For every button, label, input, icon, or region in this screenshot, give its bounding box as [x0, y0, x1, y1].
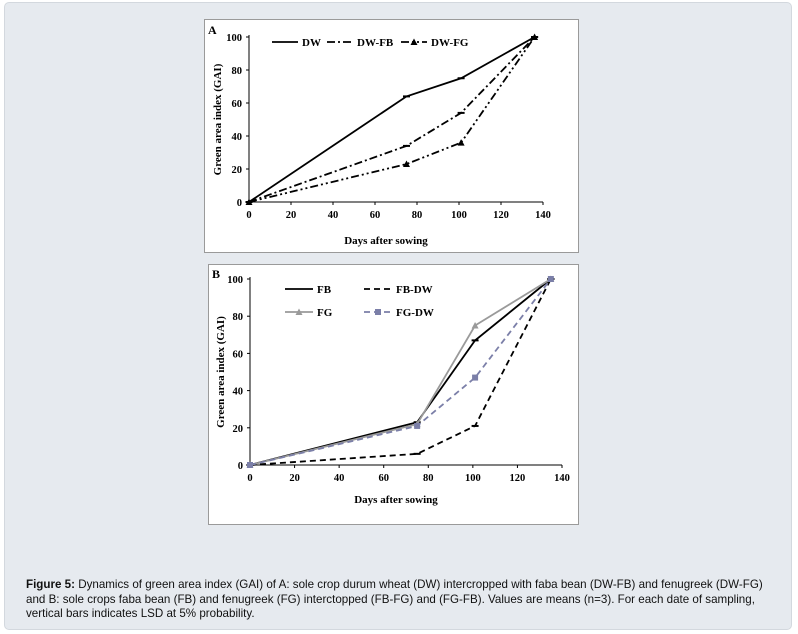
chart-a-series-line	[248, 36, 536, 203]
chart-b-x-axis-label: Days after sowing	[354, 494, 438, 506]
chart-a-x-tick-label: 100	[451, 210, 467, 221]
chart-a-x-axis-label: Days after sowing	[344, 235, 428, 247]
chart-b-series-line	[249, 278, 552, 466]
chart-b-legend-label: FG	[317, 307, 333, 319]
chart-b-y-tick-label: 20	[233, 424, 244, 435]
chart-b-y-tick-label: 60	[233, 349, 244, 360]
chart-b-data-point	[471, 322, 479, 329]
chart-b-x-tick-label: 140	[554, 473, 570, 484]
chart-b-series-line	[249, 278, 552, 466]
chart-b-data-point	[414, 422, 421, 429]
caption-label: Figure 5:	[26, 578, 75, 591]
chart-a-legend-label: DW-FB	[357, 37, 394, 49]
chart-b-y-tick-label: 100	[227, 275, 243, 286]
chart-a-legend-label: DW-FG	[431, 37, 469, 49]
chart-a-series-dw-fg	[245, 33, 539, 205]
chart-b-x-tick-label: 20	[289, 473, 300, 484]
chart-b-series-line	[249, 278, 552, 466]
chart-a-legend-item: DW-FG	[401, 37, 469, 49]
figure-caption: Figure 5: Dynamics of green area index (…	[26, 578, 778, 622]
chart-a-series-dw-fb	[245, 36, 539, 203]
chart-a-legend-item: DW	[272, 37, 321, 49]
chart-b-x-tick-label: 100	[465, 473, 481, 484]
chart-b-x-tick-label: 120	[510, 473, 526, 484]
chart-b-legend-label: FB	[317, 284, 332, 296]
figure-container: A 0 20 40 60 80 100 120 140 0 20 40 60 80 100 Days afte…	[4, 2, 792, 630]
chart-b-legend-item: FB	[285, 284, 332, 296]
chart-a-series-dw	[245, 36, 539, 203]
chart-a-x-tick-label: 80	[412, 210, 423, 221]
chart-b-data-point	[247, 462, 253, 468]
chart-a-y-tick-label: 100	[226, 33, 242, 44]
chart-a-y-tick-label: 60	[232, 99, 243, 110]
chart-b-svg: B 0 20 40 60 80 100 120 140 0 20 40 60 80 100 Days afte…	[212, 267, 570, 506]
chart-a-panel-letter: A	[208, 23, 217, 37]
chart-a-y-tick-label: 80	[232, 66, 243, 77]
chart-b-legend-label: FB-DW	[396, 284, 433, 296]
chart-b-legend-marker	[295, 308, 303, 315]
chart-a-legend-marker	[410, 38, 418, 45]
chart-b-series-fg	[246, 275, 555, 468]
chart-b-x-tick-label: 60	[378, 473, 389, 484]
chart-a-y-tick-label: 0	[237, 198, 242, 209]
chart-b-y-tick-label: 0	[238, 461, 243, 472]
chart-b-legend-item: FG-DW	[364, 307, 434, 319]
chart-a-x-tick-label: 120	[493, 210, 509, 221]
caption-text: Dynamics of green area index (GAI) of A:…	[26, 578, 763, 621]
chart-b-legend-label: FG-DW	[396, 307, 434, 319]
chart-b-y-tick-label: 80	[233, 312, 244, 323]
chart-a-data-point	[457, 139, 465, 146]
chart-b-y-axis-label: Green area index (GAI)	[215, 316, 227, 428]
chart-a-data-point	[403, 160, 410, 168]
chart-b-legend-item: FG	[285, 307, 333, 319]
chart-b-x-tick-label: 0	[247, 473, 252, 484]
chart-b-x-tick-label: 40	[334, 473, 345, 484]
chart-a-x-tick-label: 20	[286, 210, 297, 221]
chart-a-x-tick-label: 0	[246, 210, 251, 221]
chart-panel-b: B 0 20 40 60 80 100 120 140 0 20 40 60 80 100 Days afte…	[208, 264, 579, 525]
chart-a-series-line	[248, 36, 536, 203]
chart-a-legend-label: DW	[302, 37, 321, 49]
chart-a-data-point	[245, 198, 253, 205]
chart-a-x-tick-label: 140	[535, 210, 551, 221]
chart-a-legend-item: DW-FB	[327, 37, 394, 49]
chart-b-series-line	[249, 278, 552, 466]
chart-b-y-tick-label: 40	[233, 387, 244, 398]
chart-a-svg: A 0 20 40 60 80 100 120 140 0 20 40 60 80 100 Days afte…	[208, 23, 551, 247]
chart-a-data-point	[531, 33, 539, 40]
chart-a-y-tick-label: 20	[232, 165, 243, 176]
chart-a-series-line	[248, 36, 536, 203]
chart-b-x-tick-label: 80	[423, 473, 434, 484]
chart-a-y-tick-label: 40	[232, 132, 243, 143]
chart-a-x-tick-label: 60	[370, 210, 381, 221]
chart-panel-a: A 0 20 40 60 80 100 120 140 0 20 40 60 80 100 Days afte…	[204, 19, 579, 253]
chart-b-legend-item: FB-DW	[364, 284, 433, 296]
chart-b-legend-marker	[375, 309, 381, 315]
chart-a-y-axis-label: Green area index (GAI)	[212, 63, 224, 175]
chart-b-data-point	[472, 374, 479, 381]
chart-b-series-fg-dw	[247, 276, 554, 468]
chart-a-x-tick-label: 40	[328, 210, 339, 221]
chart-b-data-point	[547, 276, 554, 282]
chart-b-panel-letter: B	[212, 267, 220, 281]
